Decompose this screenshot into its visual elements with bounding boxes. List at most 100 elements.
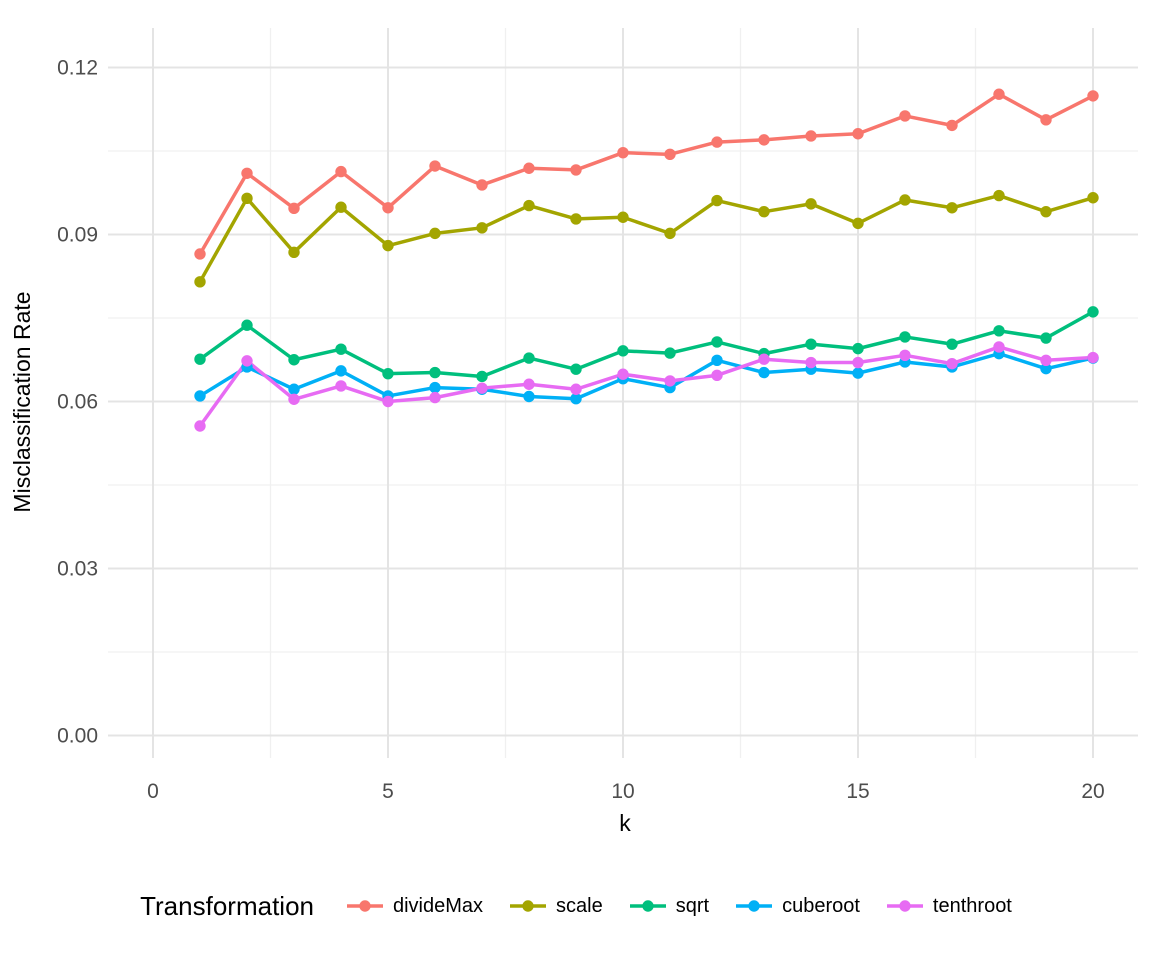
series-line-tenthroot [198,345,1094,428]
data-point-divideMax [617,146,629,159]
data-point-divideMax [852,128,864,140]
legend-item-sqrt: sqrt [629,894,709,918]
data-point-scale [993,189,1005,202]
legend-label: cuberoot [782,894,860,917]
legend-item-scale: scale [509,894,603,918]
data-point-sqrt [1087,306,1099,318]
legend-key-point [522,900,534,912]
data-point-tenthroot [382,395,394,408]
data-point-cuberoot [288,383,300,395]
data-point-tenthroot [241,355,253,367]
data-point-divideMax [476,179,488,191]
data-point-sqrt [194,353,206,365]
series-line-divideMax [198,92,1094,255]
data-point-scale [946,202,958,214]
y-tick-label: 0.00 [57,725,98,748]
data-point-scale [899,194,911,206]
x-tick-label: 10 [611,780,634,803]
data-point-scale [429,227,441,240]
data-point-sqrt [993,325,1005,337]
legend-key-icon [346,900,383,912]
data-point-sqrt [852,342,864,355]
legend-item-cuberoot: cuberoot [735,894,860,918]
data-point-sqrt [805,338,817,350]
data-point-divideMax [335,165,347,178]
data-point-sqrt [476,370,488,383]
y-tick-label: 0.03 [57,558,98,581]
data-point-scale [523,199,535,212]
data-point-divideMax [946,119,958,132]
data-point-scale [382,239,394,252]
data-point-scale [852,217,864,230]
data-point-tenthroot [664,375,676,387]
y-tick-label: 0.09 [57,224,98,247]
data-point-cuberoot [335,365,347,377]
data-point-cuberoot [758,366,770,379]
series-lines [198,92,1094,428]
y-axis-title: Misclassification Rate [9,291,35,512]
data-point-divideMax [1087,90,1099,102]
data-point-divideMax [993,88,1005,100]
x-tick-label: 5 [382,780,394,803]
data-point-sqrt [617,345,629,357]
data-point-scale [711,194,723,207]
data-point-tenthroot [758,353,770,365]
legend-key-point [899,900,911,912]
data-point-tenthroot [946,357,958,370]
data-point-scale [805,198,817,210]
y-tick-label: 0.06 [57,391,98,414]
data-point-divideMax [664,148,676,161]
data-point-scale [570,213,582,225]
legend-label: scale [556,894,603,917]
data-point-sqrt [664,347,676,359]
data-point-divideMax [288,202,300,215]
legend-key-point [642,900,654,912]
data-point-tenthroot [570,383,582,395]
data-point-tenthroot [523,378,535,390]
data-point-cuberoot [1040,362,1052,375]
data-point-divideMax [758,134,770,146]
legend-title: Transformation [140,890,314,921]
data-point-divideMax [241,167,253,179]
data-point-divideMax [899,110,911,122]
data-point-scale [664,227,676,240]
data-point-cuberoot [570,393,582,405]
x-tick-label: 20 [1081,780,1104,803]
legend-key-icon [510,900,547,912]
legend-key-icon [629,900,666,912]
data-point-sqrt [899,331,911,343]
x-tick-label: 15 [846,780,869,803]
data-point-scale [476,222,488,234]
data-point-sqrt [570,363,582,375]
data-point-scale [1040,205,1052,218]
axis-tick-labels: 0.00 0.03 0.06 0.09 0.12 0 5 10 15 20 [57,57,1105,804]
legend: Transformation divideMax scale sqrt cuberoo… [0,878,1152,934]
data-point-tenthroot [993,341,1005,353]
data-point-sqrt [288,354,300,366]
data-point-tenthroot [335,380,347,392]
data-point-tenthroot [288,393,300,405]
data-point-scale [758,205,770,218]
legend-label: divideMax [392,894,484,917]
data-point-sqrt [241,319,253,331]
legend-key-icon [886,900,923,912]
data-point-tenthroot [617,368,629,380]
legend-key-point [748,900,760,912]
data-point-tenthroot [711,369,723,382]
data-point-tenthroot [852,356,864,369]
series-line-cuberoot [199,351,1094,401]
data-point-divideMax [194,248,206,260]
data-point-divideMax [429,160,441,172]
data-point-divideMax [1040,114,1052,126]
series-points [194,88,1099,432]
data-point-cuberoot [429,381,441,394]
data-point-sqrt [335,343,347,355]
data-point-divideMax [805,130,817,142]
data-point-cuberoot [852,367,864,379]
data-point-divideMax [382,202,394,214]
data-point-divideMax [711,136,723,148]
x-axis-title: k [619,810,631,836]
legend-item-divideMax: divideMax [346,894,483,918]
data-point-divideMax [570,164,582,176]
